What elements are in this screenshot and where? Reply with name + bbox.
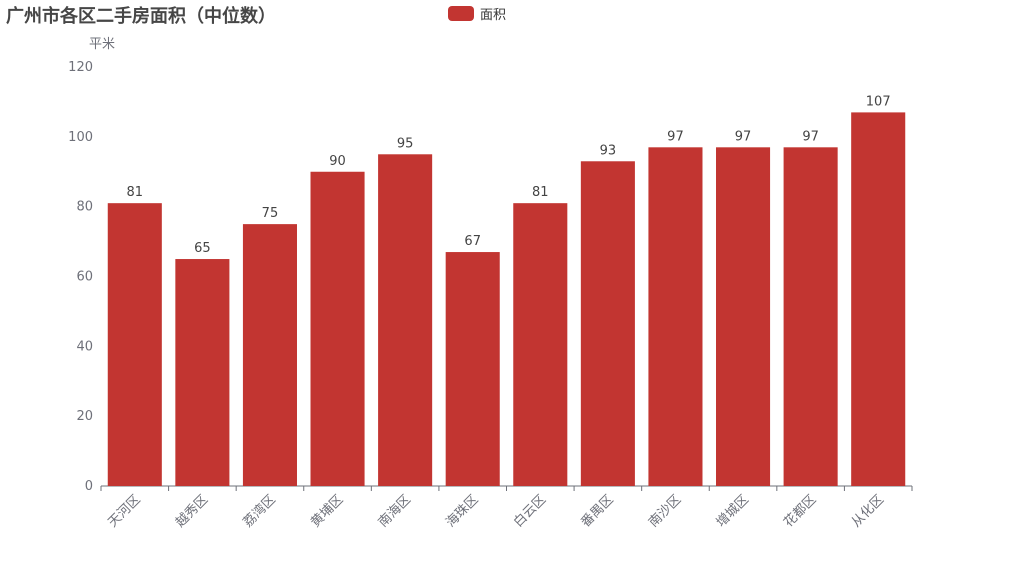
bar[interactable] [310, 171, 365, 486]
bar-value-label: 90 [329, 154, 346, 169]
bar-value-label: 93 [600, 143, 617, 158]
x-category-label: 白云区 [510, 492, 549, 531]
bar-value-label: 81 [532, 185, 549, 200]
y-tick-label: 20 [76, 409, 93, 424]
x-category-label: 从化区 [849, 492, 887, 530]
bar[interactable] [851, 112, 906, 487]
axes [100, 485, 913, 491]
bar[interactable] [513, 203, 568, 487]
bar-value-label: 67 [464, 234, 481, 249]
x-category-label: 天河区 [105, 492, 143, 530]
bar-value-label: 97 [802, 129, 819, 144]
y-tick-label: 80 [76, 200, 93, 215]
x-category-label: 海珠区 [443, 492, 481, 530]
legend-label: 面积 [480, 8, 507, 23]
bar-value-label: 95 [397, 136, 414, 151]
bar[interactable] [716, 147, 771, 486]
x-axis-categories: 天河区 越秀区 荔湾区 黄埔区 南海区 海珠区 白云区 番禺区 南沙区 增城区 花都区 从化区 [105, 492, 887, 531]
y-axis-ticks: 0 20 40 60 80 100 120 [68, 60, 93, 494]
bar[interactable] [242, 224, 297, 486]
x-category-label: 越秀区 [173, 492, 211, 530]
bars [107, 112, 906, 487]
bar-value-label: 81 [127, 185, 144, 200]
bar[interactable] [783, 147, 838, 486]
legend[interactable]: 面积 [448, 4, 506, 23]
bar[interactable] [378, 154, 433, 486]
y-tick-label: 60 [76, 270, 93, 285]
bar[interactable] [445, 252, 500, 486]
y-tick-label: 0 [85, 479, 93, 494]
bar[interactable] [175, 259, 230, 486]
x-category-label: 黄埔区 [308, 492, 346, 530]
x-category-label: 南沙区 [645, 492, 684, 531]
x-category-label: 南海区 [375, 492, 414, 531]
x-category-label: 花都区 [781, 492, 820, 531]
chart-title: 广州市各区二手房面积（中位数） [6, 6, 276, 27]
bar-value-label: 97 [735, 129, 752, 144]
bar-value-label: 75 [262, 206, 279, 221]
x-category-label: 荔湾区 [240, 492, 279, 531]
x-category-label: 增城区 [714, 492, 752, 530]
y-axis-name: 平米 [89, 37, 115, 52]
x-category-label: 番禺区 [579, 492, 617, 530]
legend-swatch [448, 6, 474, 21]
y-tick-label: 100 [68, 130, 93, 145]
bar-value-label: 107 [866, 94, 891, 109]
bar-labels: 81 65 75 90 95 67 81 93 97 97 97 107 [127, 94, 891, 256]
bar[interactable] [580, 161, 635, 486]
bar[interactable] [107, 203, 162, 487]
bar[interactable] [648, 147, 703, 486]
bar-value-label: 65 [194, 241, 211, 256]
y-tick-label: 120 [68, 60, 93, 75]
bar-value-label: 97 [667, 129, 684, 144]
y-tick-label: 40 [76, 339, 93, 354]
